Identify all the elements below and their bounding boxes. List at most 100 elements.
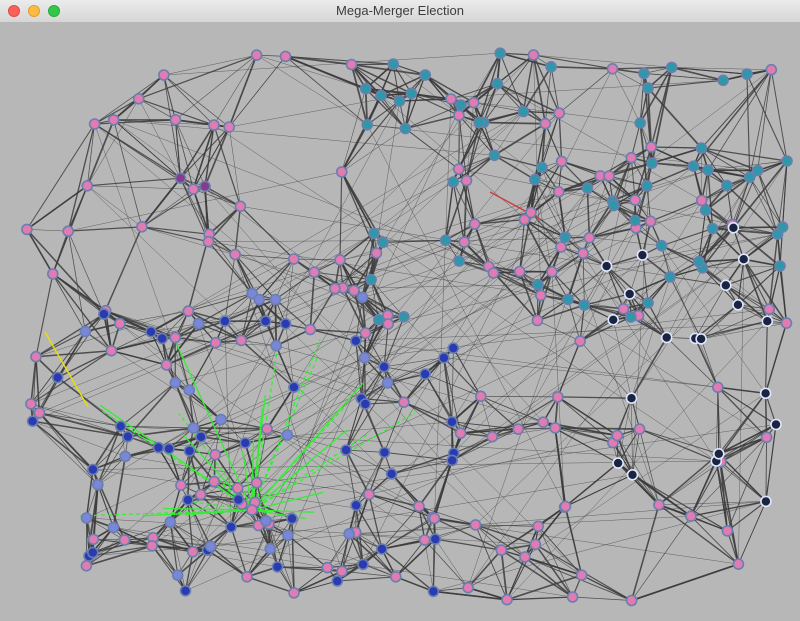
graph-node-blue[interactable] [53, 373, 63, 383]
graph-node-pink[interactable] [322, 563, 332, 573]
graph-node-pink[interactable] [526, 208, 536, 218]
graph-node-teal[interactable] [400, 124, 410, 134]
graph-node-blue[interactable] [185, 446, 195, 456]
graph-node-pink[interactable] [577, 570, 587, 580]
graph-node-pink[interactable] [252, 50, 262, 60]
graph-node-pink[interactable] [383, 319, 393, 329]
graph-node-blue[interactable] [196, 432, 206, 442]
graph-node-teal[interactable] [778, 222, 788, 232]
graph-node-pink[interactable] [556, 242, 566, 252]
graph-node-pink[interactable] [697, 196, 707, 206]
graph-node-pink[interactable] [188, 547, 198, 557]
graph-node-periwinkle[interactable] [173, 570, 183, 580]
graph-node-dark[interactable] [637, 250, 647, 260]
graph-node-blue[interactable] [332, 576, 342, 586]
graph-node-teal[interactable] [369, 228, 379, 238]
graph-node-pink[interactable] [713, 382, 723, 392]
graph-node-pink[interactable] [252, 478, 262, 488]
graph-node-pink[interactable] [309, 267, 319, 277]
graph-node-blue[interactable] [28, 416, 38, 426]
graph-node-teal[interactable] [420, 70, 430, 80]
graph-node-periwinkle[interactable] [170, 378, 180, 388]
graph-node-pink[interactable] [349, 286, 359, 296]
graph-node-pink[interactable] [578, 248, 588, 258]
graph-node-pink[interactable] [391, 572, 401, 582]
graph-node-periwinkle[interactable] [358, 292, 368, 302]
graph-node-teal[interactable] [530, 175, 540, 185]
graph-node-periwinkle[interactable] [271, 341, 281, 351]
graph-node-pink[interactable] [520, 552, 530, 562]
graph-node-dark[interactable] [714, 449, 724, 459]
graph-node-blue[interactable] [447, 455, 457, 465]
graph-node-pink[interactable] [26, 399, 36, 409]
graph-node-periwinkle[interactable] [80, 327, 90, 337]
graph-node-dark[interactable] [602, 261, 612, 271]
graph-node-pink[interactable] [568, 592, 578, 602]
graph-node-teal[interactable] [361, 84, 371, 94]
title-bar[interactable]: Mega-Merger Election [0, 0, 800, 23]
graph-node-pink[interactable] [399, 397, 409, 407]
graph-node-pink[interactable] [134, 94, 144, 104]
graph-node-pink[interactable] [554, 108, 564, 118]
graph-node-pink[interactable] [471, 520, 481, 530]
graph-node-pink[interactable] [502, 595, 512, 605]
graph-node-blue[interactable] [447, 417, 457, 427]
graph-node-pink[interactable] [82, 181, 92, 191]
graph-node-teal[interactable] [376, 91, 386, 101]
graph-node-periwinkle[interactable] [261, 516, 271, 526]
graph-node-pink[interactable] [233, 483, 243, 493]
graph-node-teal[interactable] [582, 183, 592, 193]
graph-node-pink[interactable] [364, 489, 374, 499]
graph-node-pink[interactable] [469, 98, 479, 108]
graph-node-teal[interactable] [697, 143, 707, 153]
graph-node-pink[interactable] [170, 333, 180, 343]
graph-node-teal[interactable] [563, 294, 573, 304]
graph-node-teal[interactable] [643, 83, 653, 93]
graph-node-teal[interactable] [388, 59, 398, 69]
graph-node-teal[interactable] [630, 215, 640, 225]
graph-node-periwinkle[interactable] [216, 415, 226, 425]
graph-node-purple[interactable] [176, 173, 186, 183]
graph-node-periwinkle[interactable] [82, 513, 92, 523]
graph-node-blue[interactable] [220, 316, 230, 326]
graph-node-pink[interactable] [209, 477, 219, 487]
graph-node-teal[interactable] [722, 181, 732, 191]
graph-node-pink[interactable] [538, 417, 548, 427]
graph-node-blue[interactable] [154, 443, 164, 453]
graph-node-teal[interactable] [635, 118, 645, 128]
graph-node-pink[interactable] [305, 325, 315, 335]
graph-node-pink[interactable] [515, 267, 525, 277]
graph-node-dark[interactable] [739, 254, 749, 264]
graph-node-pink[interactable] [289, 588, 299, 598]
graph-node-periwinkle[interactable] [108, 522, 118, 532]
graph-node-teal[interactable] [537, 162, 547, 172]
graph-node-pink[interactable] [782, 318, 792, 328]
graph-node-teal[interactable] [374, 315, 384, 325]
graph-node-pink[interactable] [361, 328, 371, 338]
graph-node-pink[interactable] [463, 583, 473, 593]
graph-node-pink[interactable] [420, 535, 430, 545]
graph-node-pink[interactable] [230, 250, 240, 260]
graph-node-dark[interactable] [761, 496, 771, 506]
graph-node-pink[interactable] [106, 346, 116, 356]
graph-canvas[interactable] [0, 22, 800, 621]
graph-node-pink[interactable] [626, 153, 636, 163]
graph-node-pink[interactable] [147, 541, 157, 551]
graph-node-teal[interactable] [742, 69, 752, 79]
graph-node-periwinkle[interactable] [165, 517, 175, 527]
graph-node-pink[interactable] [48, 269, 58, 279]
graph-node-periwinkle[interactable] [265, 544, 275, 554]
graph-node-teal[interactable] [708, 224, 718, 234]
graph-node-periwinkle[interactable] [194, 319, 204, 329]
graph-node-blue[interactable] [233, 495, 243, 505]
graph-node-pink[interactable] [247, 505, 257, 515]
graph-node-pink[interactable] [561, 501, 571, 511]
graph-node-dark[interactable] [627, 393, 637, 403]
graph-node-pink[interactable] [456, 428, 466, 438]
graph-node-pink[interactable] [236, 335, 246, 345]
graph-node-teal[interactable] [454, 256, 464, 266]
graph-node-pink[interactable] [281, 51, 291, 61]
graph-node-dark[interactable] [613, 458, 623, 468]
graph-node-periwinkle[interactable] [206, 541, 216, 551]
graph-node-blue[interactable] [428, 586, 438, 596]
